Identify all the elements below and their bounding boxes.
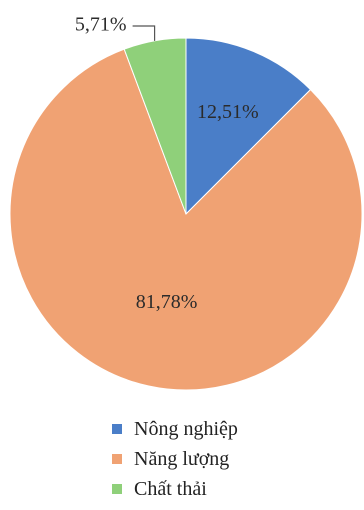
- data-label-chat-thai: 5,71%: [75, 14, 127, 36]
- legend-label-chat-thai: Chất thải: [134, 477, 207, 500]
- legend-label-nang-luong: Năng lượng: [134, 447, 230, 470]
- legend-item-chat-thai: Chất thải: [112, 474, 238, 504]
- slice-nang-luong: [9, 48, 363, 391]
- legend-swatch-nong-nghiep: [112, 424, 122, 434]
- legend: Nông nghiệp Năng lượng Chất thải: [112, 414, 238, 504]
- legend-item-nang-luong: Năng lượng: [112, 444, 238, 474]
- legend-swatch-chat-thai: [112, 484, 122, 494]
- data-label-nang-luong: 81,78%: [136, 291, 198, 313]
- legend-item-nong-nghiep: Nông nghiệp: [112, 414, 238, 444]
- slice-nong-nghiep: [185, 37, 312, 216]
- legend-swatch-nang-luong: [112, 454, 122, 464]
- data-label-nong-nghiep: 12,51%: [197, 101, 259, 123]
- legend-label-nong-nghiep: Nông nghiệp: [134, 417, 238, 440]
- leader-line-chat-thai: [132, 25, 156, 41]
